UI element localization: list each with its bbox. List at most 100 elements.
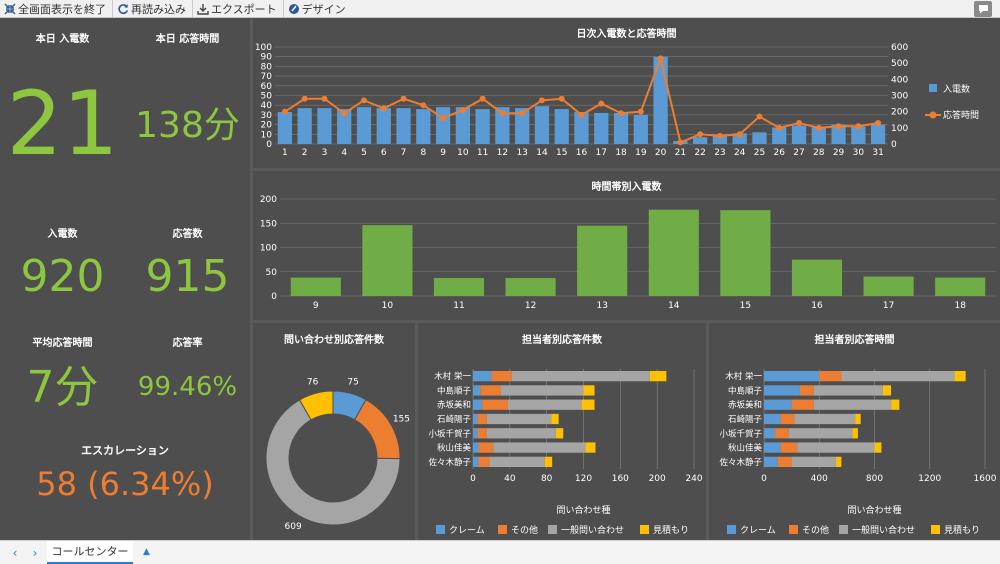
legend-label-calls: 入電数	[943, 83, 970, 95]
answer-rate-title: 応答率	[172, 338, 203, 349]
x-tick-label: 12	[525, 301, 536, 311]
point-response-time	[815, 124, 822, 131]
design-button[interactable]: デザイン	[284, 0, 352, 18]
x-tick-label: 26	[774, 148, 786, 158]
x-tick-label: 19	[635, 148, 647, 158]
bar-calls	[495, 107, 510, 144]
y-category-label: 小坂千賀子	[428, 428, 471, 439]
stacked-bar-segment	[852, 428, 858, 439]
y-tick-label-left: 80	[261, 62, 273, 72]
bar-hourly-calls	[433, 278, 485, 296]
bar-calls	[356, 107, 372, 144]
export-button[interactable]: エクスポート	[193, 0, 284, 18]
legend-label: その他	[802, 524, 829, 536]
stacked-bar-segment	[486, 428, 556, 439]
y-tick-label-right: 300	[891, 92, 908, 102]
stacked-bar-segment	[835, 456, 842, 467]
legend-swatch	[931, 525, 940, 534]
next-sheet-button[interactable]: ›	[32, 546, 38, 560]
bar-calls	[732, 133, 747, 144]
kpi-panel: 本日 入電数 21 本日 応答時間 138分 入電数 920 応答数 915 平…	[0, 18, 250, 540]
x-tick-label: 15	[556, 148, 567, 158]
bar-calls	[317, 108, 332, 144]
x-tick-label: 8	[420, 148, 426, 158]
stacked-bar-segment	[791, 456, 836, 467]
y-category-label: 石崎陽子	[728, 414, 763, 425]
sheet-menu-icon[interactable]: ▲	[143, 547, 150, 557]
bar-calls	[277, 111, 293, 144]
x-tick-label: 200	[649, 474, 666, 484]
point-response-time	[440, 115, 447, 122]
agent-time-chart-title: 担当者別応答時間	[814, 335, 895, 346]
sheet-tab-call-center[interactable]: コールセンター	[47, 541, 133, 564]
x-tick-label: 18	[954, 301, 966, 311]
stacked-bar-segment	[473, 399, 483, 410]
y-tick-label-left: 30	[261, 111, 273, 121]
y-category-label: 佐々木静子	[428, 457, 471, 468]
bar-hourly-calls	[648, 209, 699, 296]
comment-button[interactable]	[974, 1, 992, 17]
x-tick-label: 24	[734, 148, 746, 158]
design-label: デザイン	[301, 2, 346, 16]
bar-calls	[831, 124, 846, 144]
stacked-bar-segment	[544, 456, 553, 467]
stacked-bar-segment	[583, 385, 595, 396]
toolbar: 全画面表示を終了 再読み込み エクスポート デザイン	[0, 0, 1000, 18]
legend-swatch	[436, 525, 445, 534]
bar-calls	[534, 106, 550, 144]
prev-sheet-button[interactable]: ‹	[12, 546, 18, 560]
y-category-label: 石崎陽子	[437, 414, 472, 425]
point-response-time	[479, 95, 486, 102]
agent-count-chart-title: 担当者別応答件数	[522, 335, 602, 346]
stacked-bar-segment	[473, 371, 492, 382]
exit-fullscreen-button[interactable]: 全画面表示を終了	[0, 0, 113, 18]
legend-label: クレーム	[740, 525, 776, 536]
point-response-time	[519, 110, 526, 117]
y-tick-label-left: 60	[261, 82, 273, 92]
y-tick-label-right: 500	[891, 59, 908, 69]
y-category-label: 秋山佳美	[437, 443, 472, 454]
x-tick-label: 160	[612, 474, 629, 484]
y-category-label: 木村 栄一	[434, 371, 471, 382]
y-tick-label-left: 0	[266, 140, 272, 150]
comment-icon	[978, 5, 988, 14]
calls-title: 入電数	[47, 229, 78, 240]
y-tick-label-right: 0	[891, 140, 897, 150]
x-tick-label: 80	[541, 474, 553, 484]
bar-calls	[653, 56, 668, 145]
point-response-time	[360, 97, 367, 104]
point-response-time	[400, 95, 407, 102]
reload-button[interactable]: 再読み込み	[113, 0, 193, 18]
legend-swatch	[498, 525, 507, 534]
stacked-bar-segment	[813, 385, 883, 396]
stacked-bar-segment	[473, 413, 478, 425]
y-tick-label-left: 50	[261, 92, 273, 102]
donut-slice	[298, 390, 334, 421]
x-tick-label: 400	[811, 474, 828, 484]
today-response-title: 本日 応答時間	[155, 34, 220, 45]
hourly-chart-title: 時間帯別入電数	[591, 182, 662, 193]
daily-chart-title: 日次入電数と応答時間	[576, 29, 677, 40]
y-category-label: 小坂千賀子	[719, 428, 762, 439]
bar-calls	[416, 109, 431, 144]
stacked-bar-segment	[764, 413, 781, 425]
stacked-bar-segment	[507, 399, 582, 410]
x-tick-label: 23	[714, 148, 725, 158]
bar-calls	[613, 112, 629, 144]
point-response-time	[380, 105, 387, 112]
y-category-label: 秋山佳美	[728, 443, 763, 454]
x-tick-label: 0	[761, 474, 767, 484]
y-category-label: 中島順子	[728, 385, 763, 396]
stacked-bar-segment	[780, 442, 798, 453]
stacked-bar-segment	[551, 413, 559, 425]
x-tick-label: 16	[811, 301, 823, 311]
dashboard: 本日 入電数 21 本日 応答時間 138分 入電数 920 応答数 915 平…	[0, 18, 1000, 540]
daily-chart: 0102030405060708090100010020030040050060…	[255, 43, 979, 158]
bar-hourly-calls	[720, 210, 771, 296]
stacked-bar-segment	[764, 442, 781, 453]
bar-calls	[633, 114, 648, 144]
donut-chart: 75 155 609 76	[265, 378, 410, 532]
legend-swatch	[548, 525, 557, 534]
bar-calls	[870, 124, 886, 144]
agent-count-chart-panel: 担当者別応答件数 0 40 80 120 160 200 240 木村 栄一 中島順子 赤坂美和石…	[418, 323, 706, 540]
